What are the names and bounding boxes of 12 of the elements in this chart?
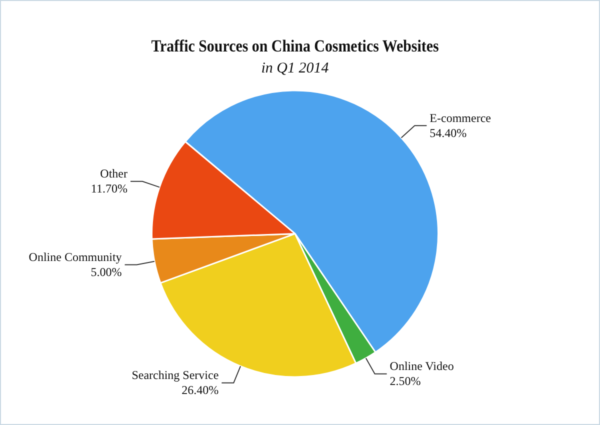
slice-label: Online Community [28, 250, 122, 264]
data-label: 11.70% [90, 182, 128, 196]
data-label: 2.50% [390, 374, 421, 388]
slice-label: E-commerce [430, 110, 491, 125]
data-label: 5.00% [90, 264, 122, 279]
data-label: 54.40% [430, 126, 467, 140]
slice-label: Online Video [390, 358, 454, 373]
slice-label: Searching Service [132, 368, 219, 382]
chart-subtitle: in Q1 2014 [261, 60, 330, 76]
slice-label: Other [100, 166, 128, 181]
data-label: 26.40% [182, 382, 219, 397]
chart-title: Traffic Sources on China Cosmetics Websites [151, 38, 439, 56]
